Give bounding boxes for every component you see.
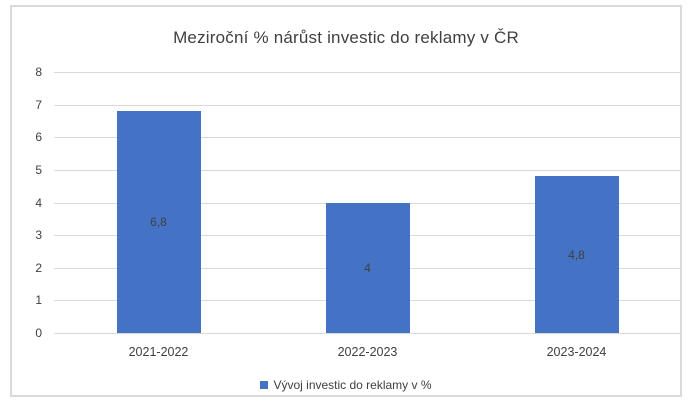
gridline	[54, 104, 681, 106]
bar-data-label: 4	[364, 260, 371, 275]
y-tick-label: 7	[35, 97, 42, 112]
x-tick-label: 2023-2024	[546, 345, 607, 359]
x-tick-label: 2022-2023	[337, 345, 398, 359]
x-tick-label: 2021-2022	[128, 345, 189, 359]
bar	[534, 176, 619, 333]
gridline	[54, 169, 681, 171]
y-tick-label: 2	[35, 260, 42, 275]
y-tick-label: 6	[35, 130, 42, 145]
gridline	[54, 333, 681, 334]
y-tick-label: 8	[35, 65, 42, 79]
chart-title: Meziroční % nárůst investic do reklamy v…	[173, 28, 519, 47]
y-tick-label: 4	[35, 195, 42, 210]
y-tick-label: 1	[35, 293, 42, 308]
bar	[116, 111, 201, 333]
bar	[325, 202, 410, 333]
y-tick-label: 3	[35, 228, 42, 243]
chart-frame: Meziroční % nárůst investic do reklamy v…	[10, 5, 682, 397]
legend: Vývoj investic do reklamy v %	[12, 378, 680, 392]
bar-data-label: 6,8	[150, 215, 167, 230]
gridline	[54, 137, 681, 139]
gridline	[54, 72, 681, 73]
y-tick-label: 0	[35, 326, 42, 340]
y-tick-label: 5	[35, 162, 42, 177]
bar-data-label: 4,8	[568, 247, 585, 262]
legend-series-label: Vývoj investic do reklamy v %	[273, 378, 432, 392]
plot-area: 6,8 4 4,8	[54, 72, 681, 334]
legend-series-marker-icon	[260, 381, 269, 389]
